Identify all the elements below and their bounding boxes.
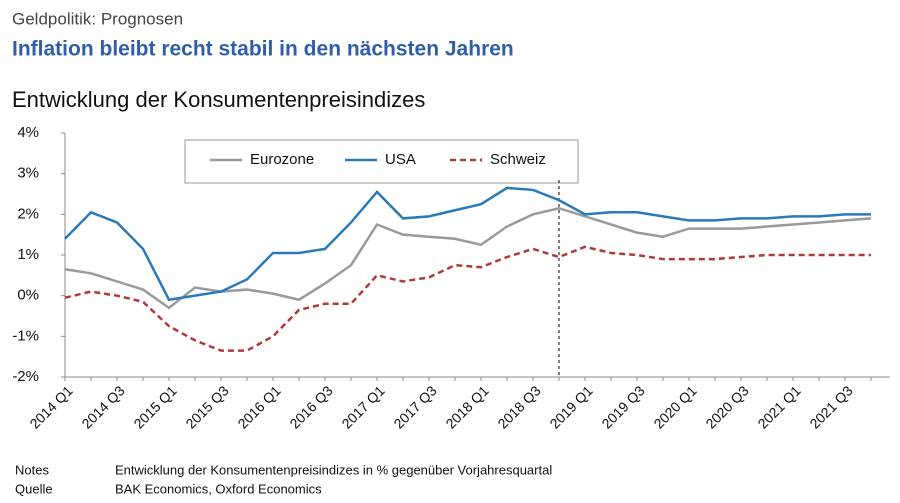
legend-label: Eurozone xyxy=(250,151,314,168)
x-tick-label: 2021 Q1 xyxy=(754,382,803,431)
series-line xyxy=(64,206,872,310)
series-line xyxy=(64,186,871,302)
x-tick-label: 2019 Q3 xyxy=(598,382,647,431)
x-tick-label: 2019 Q1 xyxy=(546,382,595,431)
y-tick-label: 2% xyxy=(17,205,39,222)
y-tick-label: -2% xyxy=(12,368,39,385)
kicker: Geldpolitik: Prognosen xyxy=(12,9,183,28)
x-tick-label: 2018 Q3 xyxy=(494,382,543,431)
note-text: BAK Economics, Oxford Economics xyxy=(115,481,322,496)
x-tick-label: 2021 Q3 xyxy=(806,382,855,431)
note-label: Notes xyxy=(15,462,49,477)
series-line xyxy=(64,245,871,352)
y-tick-label: 1% xyxy=(17,246,39,263)
x-tick-label: 2014 Q1 xyxy=(26,382,75,431)
x-tick-label: 2020 Q3 xyxy=(702,382,751,431)
legend-box xyxy=(184,139,579,184)
x-tick-label: 2020 Q1 xyxy=(650,382,699,431)
legend-label: USA xyxy=(385,151,416,168)
x-tick-label: 2015 Q3 xyxy=(182,382,231,431)
x-tick-label: 2016 Q3 xyxy=(286,382,335,431)
note-text: Entwicklung der Konsumentenpreisindizes … xyxy=(115,462,552,477)
note-label: Quelle xyxy=(15,481,53,496)
x-tick-label: 2018 Q1 xyxy=(442,382,491,431)
x-tick-label: 2017 Q3 xyxy=(390,382,439,431)
y-tick-label: 3% xyxy=(17,165,39,182)
y-tick-label: 4% xyxy=(17,124,39,141)
x-tick-label: 2014 Q3 xyxy=(78,382,127,431)
y-tick-label: -1% xyxy=(12,327,39,344)
headline: Inflation bleibt recht stabil in den näc… xyxy=(12,38,514,61)
x-tick-label: 2015 Q1 xyxy=(130,382,179,431)
x-tick-label: 2017 Q1 xyxy=(338,382,387,431)
x-tick-label: 2016 Q1 xyxy=(234,382,283,431)
legend-label: Schweiz xyxy=(490,151,546,168)
y-tick-label: 0% xyxy=(17,287,39,304)
chart-title: Entwicklung der Konsumentenpreisindizes xyxy=(12,87,425,112)
